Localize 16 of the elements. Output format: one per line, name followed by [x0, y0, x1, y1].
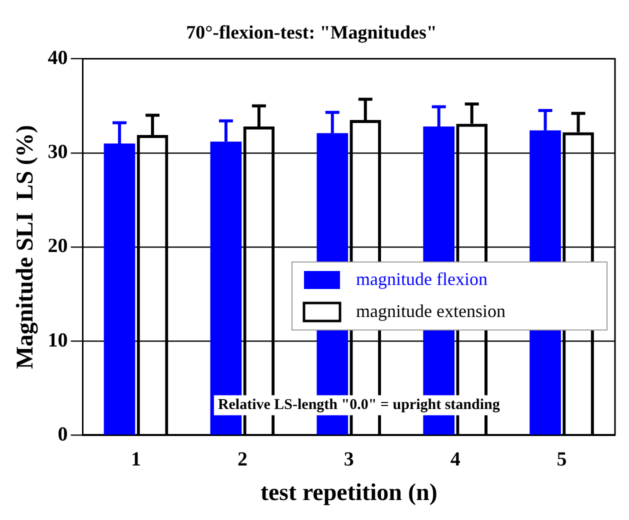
annotation: Relative LS-length "0.0" = upright standing	[218, 397, 500, 414]
y-tick-label: 40	[48, 46, 68, 69]
y-tick-label: 20	[48, 235, 68, 258]
x-tick-label: 4	[450, 448, 460, 470]
y-tick-label: 0	[58, 423, 68, 446]
chart-title: 70°-flexion-test: "Magnitudes"	[186, 22, 437, 44]
x-tick-label: 5	[556, 448, 567, 470]
y-axis-title: Magnitude SLI LS (%)	[12, 124, 39, 370]
y-tick-label: 30	[48, 141, 68, 164]
x-axis-title: test repetition (n)	[260, 480, 438, 506]
legend-label: magnitude flexion	[356, 268, 488, 289]
y-tick-label: 10	[48, 329, 68, 352]
x-tick-label: 2	[237, 448, 248, 470]
legend-label: magnitude extension	[356, 300, 506, 321]
x-tick-label: 3	[344, 448, 354, 470]
x-tick-label: 1	[131, 448, 142, 470]
